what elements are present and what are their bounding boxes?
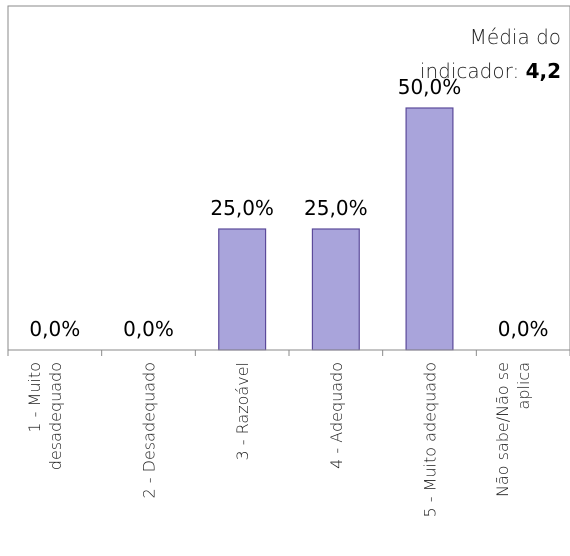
category-label-line: desadequado bbox=[46, 362, 65, 470]
annotation-value: 4,2 bbox=[526, 59, 561, 83]
category-label: 2 - Desadequado bbox=[140, 362, 159, 498]
annotation-line-1: Média do bbox=[470, 25, 561, 49]
category-label-line: 5 - Muito adequado bbox=[421, 362, 440, 518]
category-label: 5 - Muito adequado bbox=[421, 362, 440, 518]
category-label-line: Não sabe/Não se bbox=[493, 362, 512, 497]
category-label: Não sabe/Não se aplica bbox=[493, 362, 533, 497]
data-label: 25,0% bbox=[304, 196, 368, 220]
annotation-label: indicador: bbox=[420, 59, 526, 83]
category-label-line: 3 - Razoável bbox=[233, 362, 252, 460]
data-label: 25,0% bbox=[210, 196, 274, 220]
category-label: 1 - Muito desadequado bbox=[25, 362, 65, 470]
plot-area bbox=[7, 5, 570, 351]
category-labels-group: 1 - Muito desadequado 2 - Desadequado 3 - R… bbox=[25, 362, 533, 518]
category-label-line: aplica bbox=[514, 362, 533, 409]
data-label: 50,0% bbox=[398, 75, 462, 99]
data-label: 0,0% bbox=[123, 317, 174, 341]
bar bbox=[405, 107, 454, 351]
bar bbox=[218, 228, 267, 351]
category-label: 3 - Razoável bbox=[233, 362, 252, 460]
data-labels-group: 0,0% 0,0% 25,0% 25,0% 50,0% 0,0% bbox=[29, 75, 548, 341]
category-label: 4 - Adequado bbox=[327, 362, 346, 469]
data-label: 0,0% bbox=[498, 317, 549, 341]
category-label-line: 2 - Desadequado bbox=[140, 362, 159, 498]
category-label-line: 1 - Muito bbox=[25, 362, 44, 433]
bars-group bbox=[218, 107, 454, 351]
data-label: 0,0% bbox=[29, 317, 80, 341]
bar bbox=[311, 228, 360, 351]
annotation-line-2: indicador: 4,2 bbox=[420, 59, 561, 83]
category-label-line: 4 - Adequado bbox=[327, 362, 346, 469]
ticks-group bbox=[7, 349, 570, 356]
